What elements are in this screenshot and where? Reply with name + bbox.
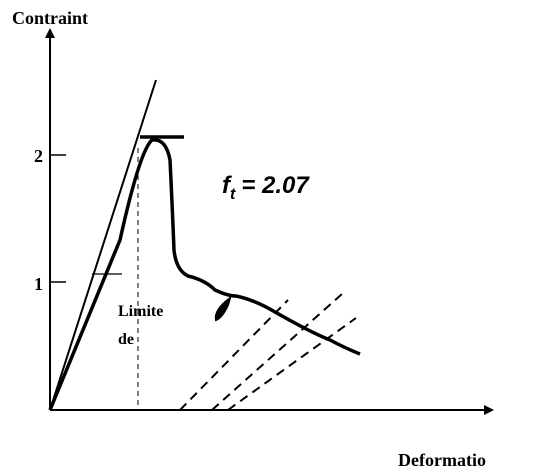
- dashed-unload: [179, 299, 289, 411]
- tick-label: 1: [34, 274, 43, 294]
- region-label: de: [118, 331, 134, 348]
- tick-label: 2: [34, 146, 43, 166]
- annotation-symbol: f: [222, 172, 232, 199]
- annotation-subscript: t: [230, 186, 236, 203]
- stress-curve: [48, 138, 361, 411]
- y-axis-label: Contraint: [12, 8, 88, 28]
- curve-blob: [214, 295, 232, 322]
- dashed-unload: [227, 317, 357, 411]
- tangent-line: [49, 79, 157, 411]
- x-axis-label: Deformatio: [398, 450, 486, 470]
- annotation-value: = 2.07: [241, 172, 310, 199]
- region-label: Limite: [118, 303, 163, 320]
- annotation: ft = 2.07: [222, 172, 310, 203]
